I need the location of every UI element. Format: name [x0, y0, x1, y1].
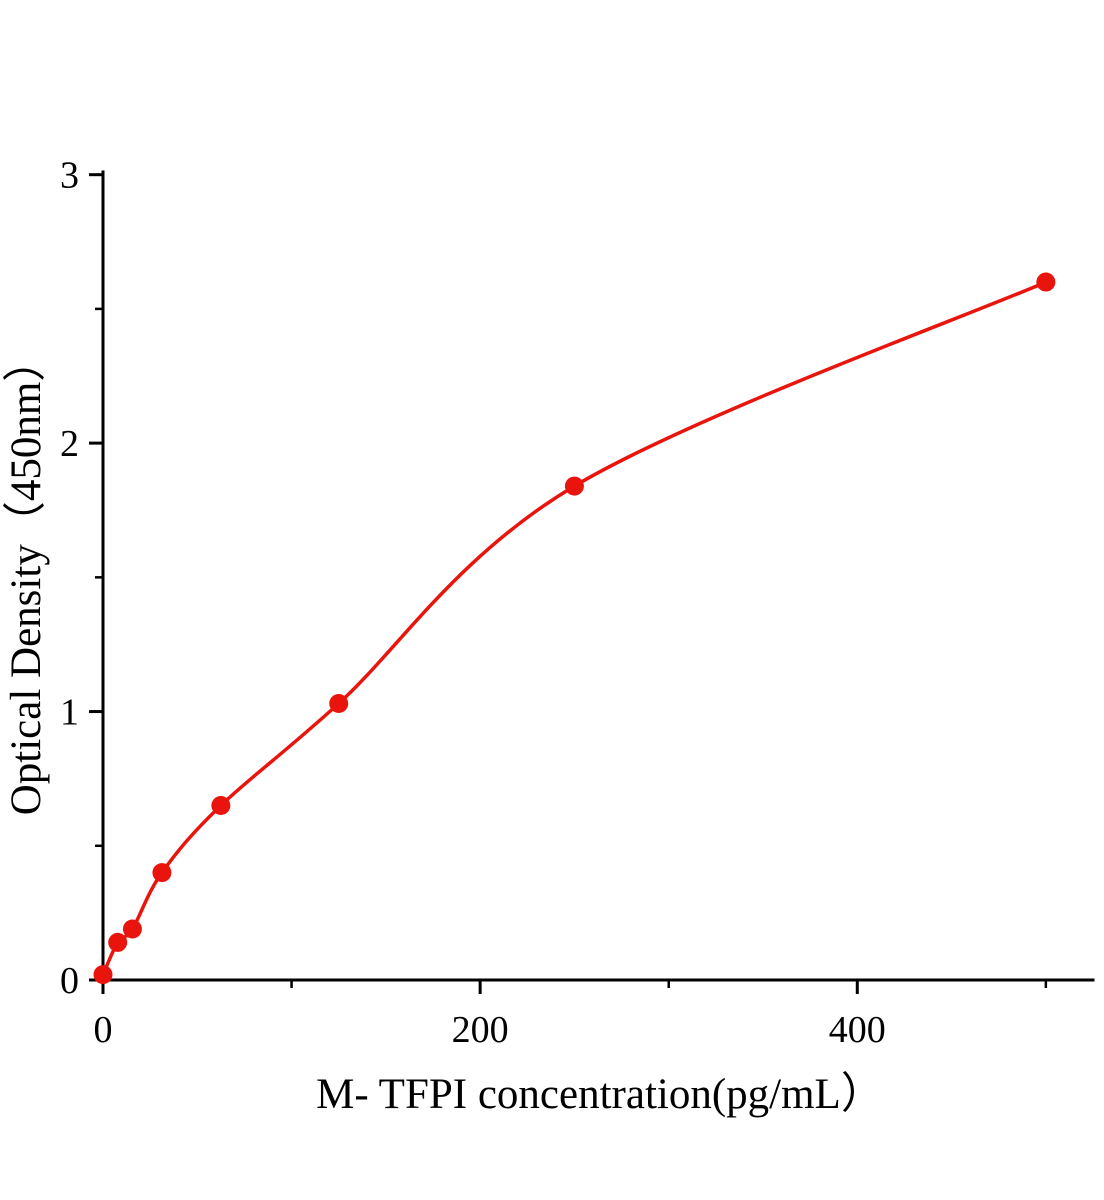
data-point — [152, 863, 172, 883]
data-point — [1036, 272, 1056, 292]
axis-lines — [101, 170, 1095, 982]
data-point — [329, 694, 349, 714]
y-tick-label: 0 — [60, 960, 79, 1002]
y-tick-label: 2 — [60, 423, 79, 465]
data-points-layer — [93, 272, 1056, 985]
data-point — [122, 919, 142, 939]
tick-labels: 0 1 2 3 0 200 400 — [60, 155, 886, 1051]
x-tick-label: 400 — [829, 1009, 886, 1051]
axis-ticks — [89, 173, 1048, 994]
y-axis-label: Optical Density（450nm） — [3, 339, 50, 816]
data-point — [93, 965, 113, 985]
fit-curve — [101, 280, 1048, 977]
data-point — [108, 932, 128, 952]
y-tick-label: 3 — [60, 155, 79, 197]
fit-curve-layer — [101, 280, 1048, 977]
data-point — [211, 796, 231, 816]
x-axis-label: M- TFPI concentration(pg/mL） — [316, 1071, 884, 1118]
data-point — [564, 476, 584, 496]
axes — [101, 170, 1095, 982]
x-tick-label: 200 — [452, 1009, 509, 1051]
y-tick-label: 1 — [60, 692, 79, 734]
x-tick-label: 0 — [94, 1009, 113, 1051]
